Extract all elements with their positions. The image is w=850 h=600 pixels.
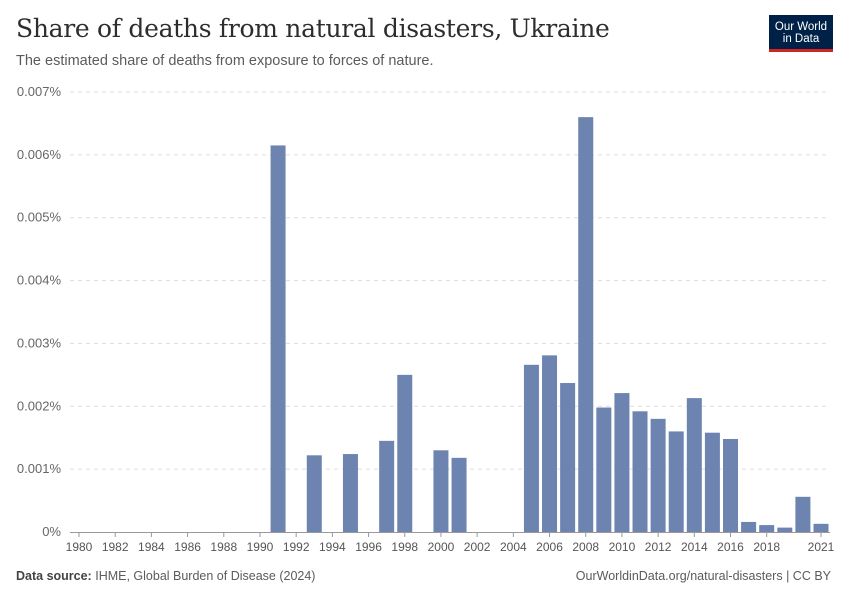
x-tick-label: 2016 bbox=[717, 540, 744, 554]
y-tick-label: 0.004% bbox=[17, 273, 62, 288]
y-tick-label: 0.006% bbox=[17, 147, 62, 162]
bar-2010[interactable] bbox=[614, 393, 630, 532]
bar-2007[interactable] bbox=[560, 383, 576, 532]
y-tick-label: 0.002% bbox=[17, 398, 62, 413]
bar-2021[interactable] bbox=[813, 523, 829, 532]
chart-title: Share of deaths from natural disasters, … bbox=[16, 14, 610, 43]
bar-2014[interactable] bbox=[686, 398, 702, 532]
x-tick-label: 2021 bbox=[808, 540, 835, 554]
y-tick-label: 0% bbox=[42, 524, 61, 539]
bar-2015[interactable] bbox=[704, 432, 720, 532]
bar-1998[interactable] bbox=[397, 374, 413, 532]
bar-2001[interactable] bbox=[451, 457, 467, 532]
y-axis-ticks: 0% 0.001% 0.002% 0.003% 0.004% 0.005% 0.006% 0.… bbox=[17, 84, 62, 539]
bar-2012[interactable] bbox=[650, 418, 666, 532]
bar-2018[interactable] bbox=[759, 525, 775, 532]
chart-subtitle: The estimated share of deaths from expos… bbox=[16, 53, 434, 69]
bar-2011[interactable] bbox=[632, 411, 648, 532]
bar-2009[interactable] bbox=[596, 407, 612, 532]
y-tick-label: 0.001% bbox=[17, 461, 62, 476]
x-tick-label: 2010 bbox=[609, 540, 636, 554]
x-tick-label: 1998 bbox=[391, 540, 418, 554]
bar-2019[interactable] bbox=[777, 527, 793, 532]
x-tick-label: 1982 bbox=[102, 540, 129, 554]
x-tick-label: 2012 bbox=[645, 540, 672, 554]
bar-1997[interactable] bbox=[379, 440, 395, 532]
bar-2020[interactable] bbox=[795, 496, 811, 532]
x-tick-label: 2014 bbox=[681, 540, 708, 554]
bar-1993[interactable] bbox=[306, 455, 322, 532]
x-tick-label: 1994 bbox=[319, 540, 346, 554]
bars bbox=[270, 117, 829, 532]
x-tick-label: 1992 bbox=[283, 540, 310, 554]
bar-2013[interactable] bbox=[668, 431, 684, 532]
logo-line-1: Our World bbox=[774, 21, 828, 33]
x-tick-label: 2018 bbox=[753, 540, 780, 554]
bar-1995[interactable] bbox=[342, 454, 358, 532]
y-tick-label: 0.005% bbox=[17, 210, 62, 225]
x-tick-label: 2006 bbox=[536, 540, 563, 554]
x-tick-label: 2000 bbox=[428, 540, 455, 554]
source-url-link[interactable]: OurWorldinData.org/natural-disasters | C… bbox=[575, 569, 831, 583]
x-tick-label: 2004 bbox=[500, 540, 527, 554]
bar-2008[interactable] bbox=[578, 117, 594, 532]
logo-line-2: in Data bbox=[782, 33, 820, 45]
x-tick-label: 1980 bbox=[66, 540, 93, 554]
y-tick-label: 0.003% bbox=[17, 335, 62, 350]
data-source-text: IHME, Global Burden of Disease (2024) bbox=[95, 569, 316, 583]
x-axis-ticks: 1980 1982 1984 1986 1988 1990 1992 1994 1996 1998… bbox=[66, 532, 835, 554]
bar-2005[interactable] bbox=[523, 364, 539, 532]
x-tick-label: 1984 bbox=[138, 540, 165, 554]
grid-lines bbox=[70, 91, 830, 470]
x-tick-label: 1988 bbox=[210, 540, 237, 554]
data-source-label: Data source: bbox=[16, 569, 92, 583]
x-tick-label: 2002 bbox=[464, 540, 491, 554]
x-tick-label: 1986 bbox=[174, 540, 201, 554]
bar-1991[interactable] bbox=[270, 145, 286, 532]
bar-2017[interactable] bbox=[741, 521, 757, 532]
x-tick-label: 2008 bbox=[572, 540, 599, 554]
owid-logo[interactable]: Our World in Data bbox=[769, 15, 833, 52]
bar-2000[interactable] bbox=[433, 450, 449, 532]
bar-2006[interactable] bbox=[542, 355, 558, 532]
bar-2016[interactable] bbox=[723, 438, 739, 532]
x-tick-label: 1990 bbox=[247, 540, 274, 554]
y-tick-label: 0.007% bbox=[17, 84, 62, 99]
x-tick-label: 1996 bbox=[355, 540, 382, 554]
data-source: Data source: IHME, Global Burden of Dise… bbox=[16, 569, 315, 583]
